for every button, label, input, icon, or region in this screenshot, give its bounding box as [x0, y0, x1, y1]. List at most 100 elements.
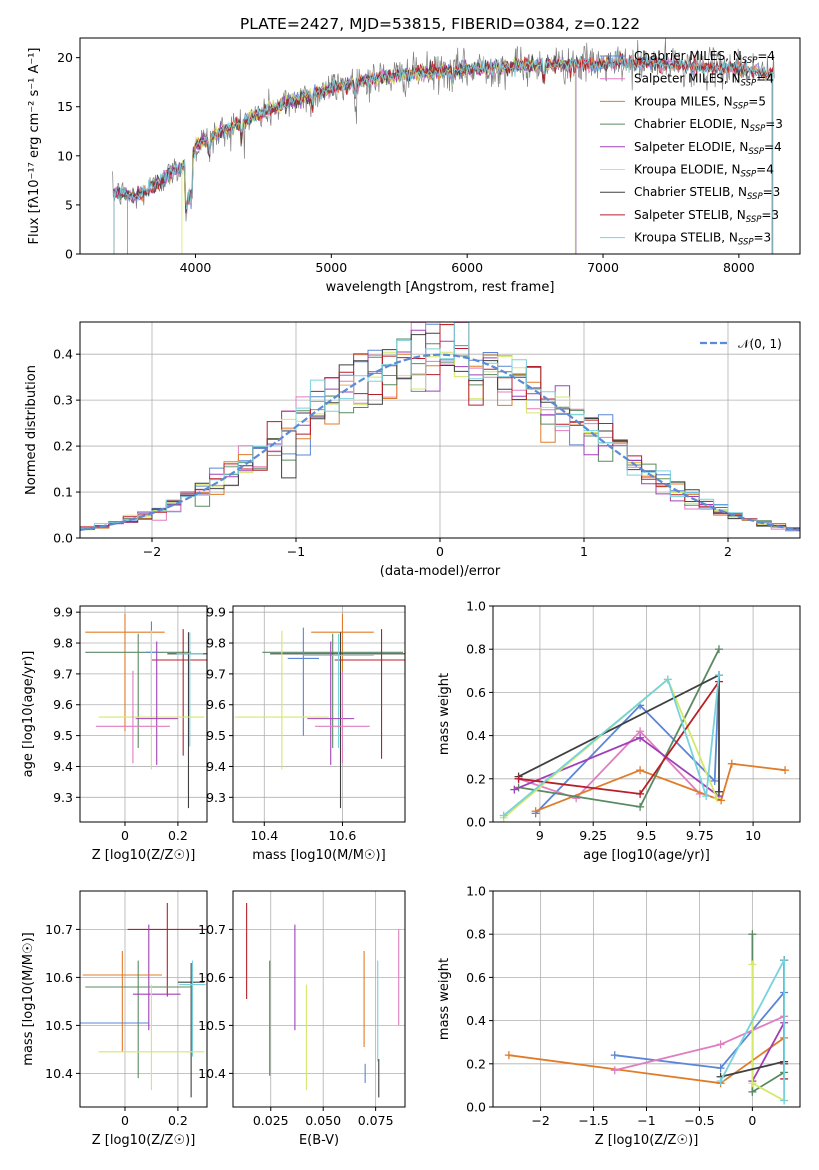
data-point	[748, 930, 757, 939]
y-tick-label: 15	[57, 99, 73, 114]
y-tick-label: 0.1	[53, 485, 73, 500]
axes-frame	[232, 890, 406, 1108]
data-point	[712, 794, 721, 803]
errorbar-point-chabrier-elodie	[262, 633, 404, 748]
x-tick-label: 5000	[315, 260, 347, 275]
legend-subscript: SSP	[738, 238, 754, 248]
y-tick-label: 9.3	[206, 790, 226, 805]
y-tick-label: 0.0	[53, 531, 73, 546]
series-kroupa-stelib	[716, 956, 789, 1105]
errorbar-point-kroupa-elodie	[234, 630, 329, 770]
legend-label-salpeter-elodie: Salpeter ELODIE, NSSP=4	[634, 140, 782, 157]
data-point	[702, 792, 711, 801]
plot-area	[246, 903, 400, 1098]
grid-lines	[493, 605, 800, 823]
x-axis-label: Z [log10(Z/Z☉)]	[595, 1133, 699, 1148]
y-tick-label: 20	[57, 50, 73, 65]
y-tick-label: 0.8	[466, 927, 486, 942]
x-tick-label: 7000	[587, 260, 619, 275]
errorbar-point-chabrier-stelib	[177, 963, 205, 1098]
y-tick-label: 0.4	[466, 728, 486, 743]
data-point	[716, 1077, 725, 1086]
errorbar-point-salpeter-stelib	[334, 629, 405, 759]
y-tick-label: 10.6	[198, 970, 226, 985]
y-tick-label: 0.2	[466, 771, 486, 786]
legend-subscript: SSP	[748, 147, 764, 157]
x-axis-label: (data-model)/error	[380, 564, 501, 579]
residuals-panel: −2 −1 0 1 2 0.0 0.1 0.2 0.3 0.4 (data-model)/error…	[24, 321, 801, 579]
age-vs-mass-panel: 10.4 10.6 9.3 9.4 9.5 9.6 9.7 9.8 9.9 mass [log10…	[206, 605, 406, 863]
series-line	[535, 762, 786, 813]
y-axis-label: Normed distribution	[24, 365, 39, 495]
legend-suffix: =4	[757, 49, 775, 63]
series-kroupa-stelib	[499, 671, 723, 820]
axes: −2 −1.5 −1 −0.5 0 0.0 0.2 0.4 0.6 0.8 1.0 Z [log10(…	[437, 884, 801, 1148]
errorbar-point-kroupa-stelib	[176, 632, 204, 747]
legend-label-kroupa-miles: Kroupa MILES, NSSP=5	[634, 94, 766, 111]
errorbar-point-salpeter-stelib	[127, 903, 207, 997]
legend-label-normal: 𝒩(0, 1)	[738, 337, 782, 351]
y-tick-label: 0.4	[53, 347, 73, 362]
axes: 4000 5000 6000 7000 8000 0 5 10 15 20 wavelength […	[27, 37, 801, 295]
data-point	[499, 811, 508, 820]
x-tick-label: −2	[531, 1113, 549, 1128]
y-tick-label: 9.7	[206, 666, 226, 681]
x-tick-label: −2	[143, 544, 161, 559]
legend-subscript: SSP	[733, 101, 749, 111]
x-axis-label: E(B-V)	[299, 1133, 339, 1148]
plot-area	[80, 322, 800, 533]
data-point	[636, 802, 645, 811]
y-axis-label: Flux [fλ10⁻¹⁷ erg cm⁻² s⁻¹ A⁻¹]	[27, 48, 42, 245]
errorbar-point-kroupa-miles	[85, 613, 165, 731]
data-point	[636, 789, 645, 798]
grid-lines	[233, 891, 405, 1107]
x-axis-label: wavelength [Angstrom, rest frame]	[326, 280, 555, 295]
data-point	[780, 956, 789, 965]
y-tick-label: 0.3	[53, 393, 73, 408]
data-point	[714, 787, 723, 796]
legend-label-salpeter-stelib: Salpeter STELIB, NSSP=3	[634, 208, 779, 225]
data-point	[510, 785, 519, 794]
mass-vs-z-panel: 0 0.2 10.4 10.5 10.6 10.7 Z [log10(Z/Z☉)] mass …	[21, 890, 208, 1148]
data-point	[663, 675, 672, 684]
figure-title: PLATE=2427, MJD=53815, FIBERID=0384, z=0…	[240, 15, 640, 33]
axes: 0 0.2 9.3 9.4 9.5 9.6 9.7 9.8 9.9 Z [log10(Z/Z☉)]…	[21, 605, 208, 863]
data-point	[610, 1066, 619, 1075]
legend-label-chabrier-miles: Chabrier MILES, NSSP=4	[634, 49, 775, 66]
data-point	[781, 766, 790, 775]
errorbar-point-salpeter-miles	[95, 670, 170, 764]
errorbar-point-salpeter-stelib	[151, 629, 207, 756]
series-kroupa-miles	[531, 759, 790, 816]
y-tick-label: 9.7	[53, 666, 73, 681]
y-tick-label: 1.0	[466, 884, 486, 899]
grid-lines	[493, 890, 800, 1108]
y-tick-label: 10.6	[45, 970, 73, 985]
x-tick-label: 0	[748, 1113, 756, 1128]
legend-subscript: SSP	[750, 124, 766, 134]
legend-label-kroupa-elodie: Kroupa ELODIE, NSSP=4	[634, 163, 774, 180]
errorbar-point-salpeter-miles	[315, 670, 370, 764]
axes: 0.025 0.050 0.075 10.4 10.5 10.6 10.7 E(B-V)	[198, 890, 406, 1148]
x-tick-label: 0	[121, 828, 129, 843]
data-point	[716, 1040, 725, 1049]
x-tick-label: −1	[637, 1113, 655, 1128]
legend-suffix: =3	[763, 185, 781, 199]
y-tick-label: 9.8	[53, 636, 73, 651]
errorbar-point-kroupa-miles	[82, 951, 163, 1052]
x-axis-label: Z [log10(Z/Z☉)]	[92, 848, 196, 863]
y-axis-label: mass weight	[437, 958, 452, 1040]
y-tick-label: 0.6	[466, 685, 486, 700]
y-tick-label: 9.8	[206, 636, 226, 651]
legend-suffix: =4	[756, 163, 774, 177]
legend-label-chabrier-elodie: Chabrier ELODIE, NSSP=3	[634, 117, 783, 134]
x-axis-label: age [log10(age/yr)]	[583, 848, 710, 863]
axes: −2 −1 0 1 2 0.0 0.1 0.2 0.3 0.4 (data-model)/error…	[24, 321, 801, 579]
model-line-chabrier-miles	[113, 56, 774, 254]
data-point	[504, 1051, 513, 1060]
y-tick-label: 9.4	[206, 759, 226, 774]
legend-suffix: =4	[764, 140, 782, 154]
errorbar-point-kroupa-elodie	[98, 630, 205, 770]
y-tick-label: 0.0	[466, 1100, 486, 1115]
y-tick-label: 10.5	[45, 1018, 73, 1033]
legend-subscript: SSP	[741, 170, 757, 180]
